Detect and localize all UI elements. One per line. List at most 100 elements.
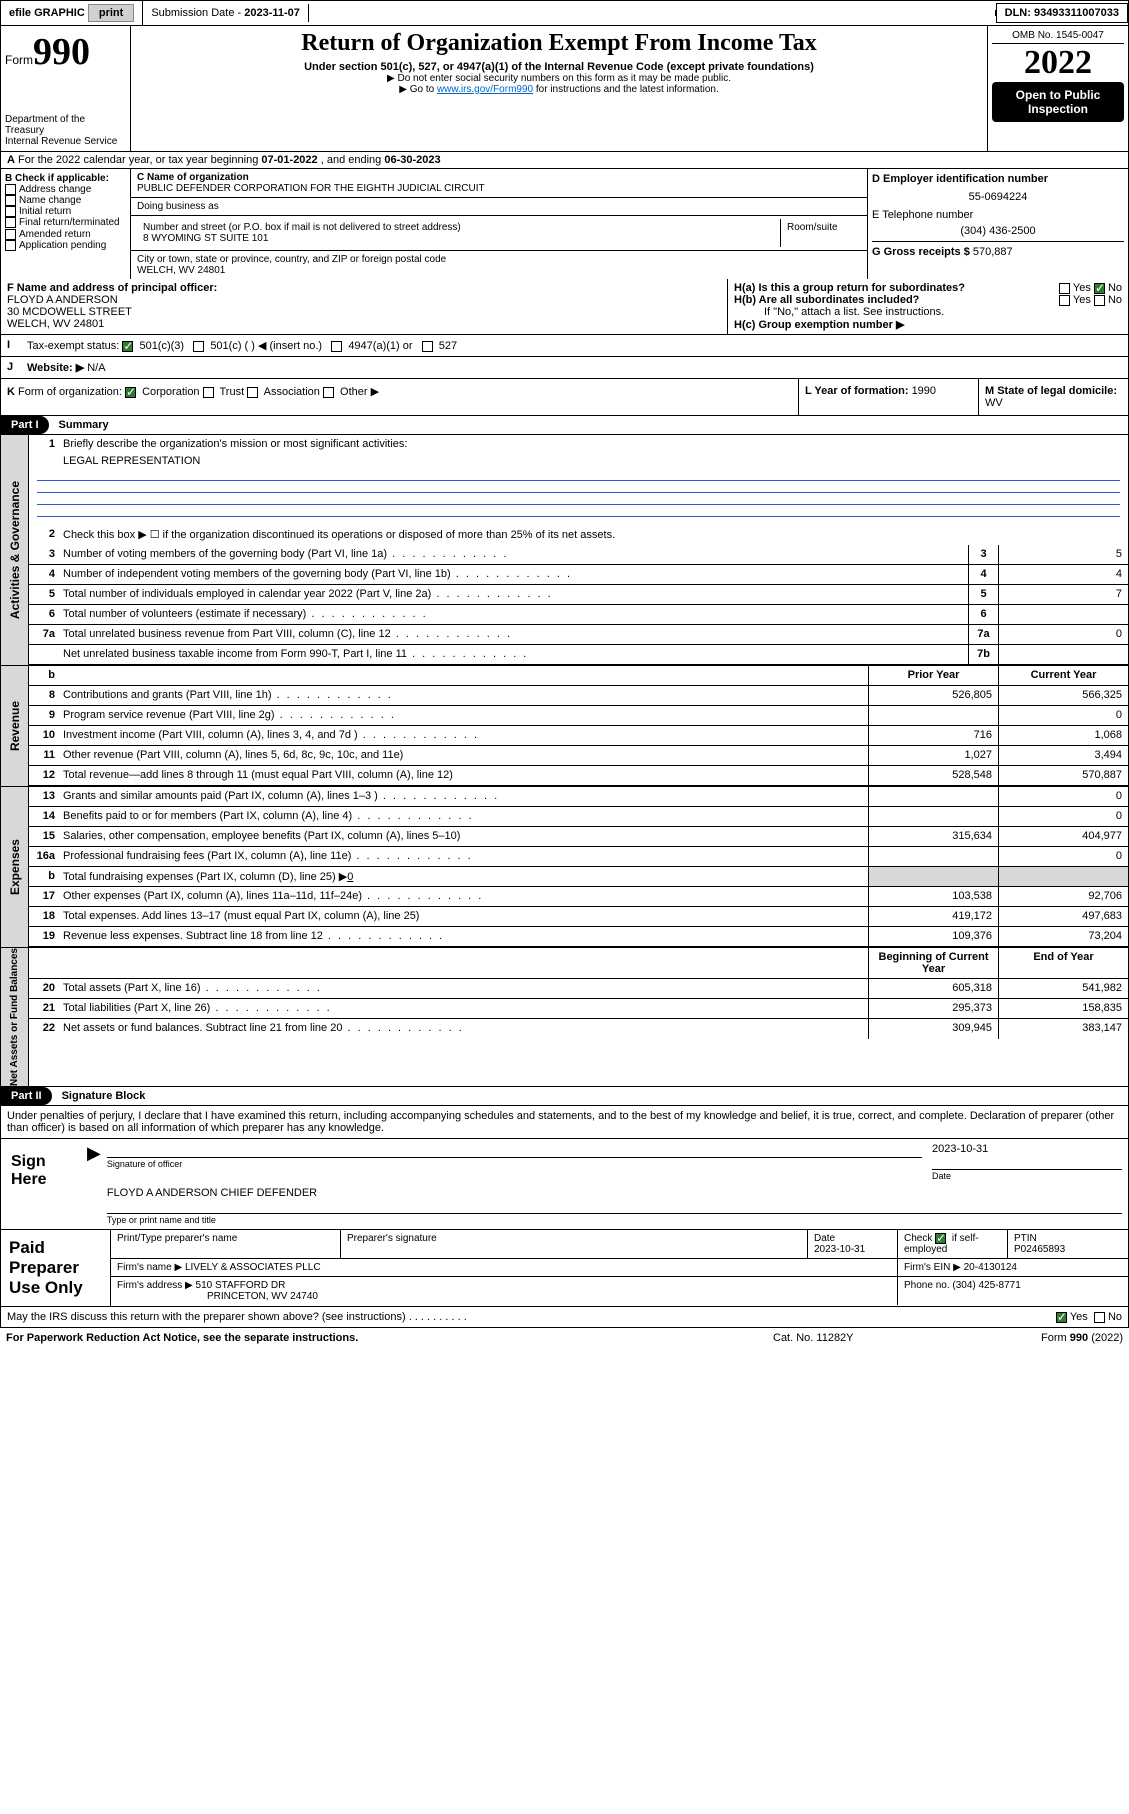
sign-here-label: Sign Here bbox=[7, 1143, 87, 1225]
subtitle-1: Under section 501(c), 527, or 4947(a)(1)… bbox=[141, 61, 977, 73]
ha-no[interactable] bbox=[1094, 283, 1105, 294]
paid-preparer-label: Paid Preparer Use Only bbox=[1, 1230, 111, 1306]
website-value: N/A bbox=[87, 362, 105, 374]
checkbox-initial-return[interactable] bbox=[5, 206, 16, 217]
checkbox-address-change[interactable] bbox=[5, 184, 16, 195]
addr-label: Number and street (or P.O. box if mail i… bbox=[143, 222, 461, 233]
row-f: F Name and address of principal officer:… bbox=[0, 279, 1129, 335]
line1-label: Briefly describe the organization's miss… bbox=[59, 435, 1128, 455]
section-expenses: Expenses 13Grants and similar amounts pa… bbox=[0, 786, 1129, 947]
pra-notice: For Paperwork Reduction Act Notice, see … bbox=[6, 1332, 773, 1344]
row-j: J Website: ▶ N/A bbox=[0, 357, 1129, 379]
cb-trust[interactable] bbox=[203, 387, 214, 398]
line14-current: 0 bbox=[998, 807, 1128, 826]
form-word: Form bbox=[5, 53, 33, 67]
room-suite: Room/suite bbox=[781, 219, 861, 247]
line7b-value bbox=[998, 645, 1128, 664]
self-employed-check: Check if self-employed bbox=[904, 1233, 979, 1255]
irs-label: Internal Revenue Service bbox=[5, 136, 126, 147]
discuss-row: May the IRS discuss this return with the… bbox=[0, 1307, 1129, 1328]
line10-prior: 716 bbox=[868, 726, 998, 745]
line10-label: Investment income (Part VIII, column (A)… bbox=[59, 726, 868, 745]
vtab-activities: Activities & Governance bbox=[8, 481, 22, 619]
prep-date: 2023-10-31 bbox=[814, 1244, 865, 1255]
line9-current: 0 bbox=[998, 706, 1128, 725]
line4-label: Number of independent voting members of … bbox=[59, 565, 968, 584]
cb-self-employed[interactable] bbox=[935, 1233, 946, 1244]
form-header: Form990 Department of the Treasury Inter… bbox=[0, 26, 1129, 152]
line18-prior: 419,172 bbox=[868, 907, 998, 926]
preparer-name-label: Print/Type preparer's name bbox=[111, 1230, 341, 1258]
cb-501c[interactable] bbox=[193, 341, 204, 352]
line5-value: 7 bbox=[998, 585, 1128, 604]
mission-text: LEGAL REPRESENTATION bbox=[29, 455, 1128, 469]
officer-name: FLOYD A ANDERSON bbox=[7, 294, 721, 306]
dept-label: Department of the Treasury bbox=[5, 114, 126, 136]
hc-label: H(c) Group exemption number ▶ bbox=[734, 318, 1122, 331]
dba-label: Doing business as bbox=[131, 198, 867, 216]
part2-header: Part II Signature Block bbox=[0, 1087, 1129, 1106]
line15-current: 404,977 bbox=[998, 827, 1128, 846]
tax-year: 2022 bbox=[992, 44, 1124, 82]
firm-addr-label: Firm's address ▶ bbox=[117, 1280, 196, 1291]
checkbox-final-return[interactable] bbox=[5, 217, 16, 228]
firm-ein: 20-4130124 bbox=[964, 1262, 1017, 1273]
date-label: Date bbox=[932, 1169, 1122, 1181]
line16a-current: 0 bbox=[998, 847, 1128, 866]
col-c: C Name of organizationPUBLIC DEFENDER CO… bbox=[131, 169, 868, 279]
cb-4947[interactable] bbox=[331, 341, 342, 352]
line19-prior: 109,376 bbox=[868, 927, 998, 946]
discuss-no[interactable] bbox=[1094, 1312, 1105, 1323]
line6-value bbox=[998, 605, 1128, 624]
line16b-value: 0 bbox=[347, 871, 353, 883]
hb-yes[interactable] bbox=[1059, 295, 1070, 306]
discuss-label: May the IRS discuss this return with the… bbox=[7, 1311, 406, 1323]
footer: For Paperwork Reduction Act Notice, see … bbox=[0, 1328, 1129, 1348]
line12-current: 570,887 bbox=[998, 766, 1128, 785]
line12-label: Total revenue—add lines 8 through 11 (mu… bbox=[59, 766, 868, 785]
line21-current: 158,835 bbox=[998, 999, 1128, 1018]
line3-value: 5 bbox=[998, 545, 1128, 564]
subtitle-2: Do not enter social security numbers on … bbox=[141, 73, 977, 84]
hb-no[interactable] bbox=[1094, 295, 1105, 306]
irs-link[interactable]: www.irs.gov/Form990 bbox=[437, 84, 533, 95]
section-revenue: Revenue bPrior YearCurrent Year 8Contrib… bbox=[0, 665, 1129, 786]
line20-prior: 605,318 bbox=[868, 979, 998, 998]
line7b-label: Net unrelated business taxable income fr… bbox=[59, 645, 968, 664]
checkbox-name-change[interactable] bbox=[5, 195, 16, 206]
col-b: B Check if applicable: Address change Na… bbox=[1, 169, 131, 279]
hb-note: If "No," attach a list. See instructions… bbox=[734, 306, 1122, 318]
ha-yes[interactable] bbox=[1059, 283, 1070, 294]
line18-label: Total expenses. Add lines 13–17 (must eq… bbox=[59, 907, 868, 926]
sign-arrow-icon: ▶ bbox=[87, 1143, 107, 1225]
cb-corp[interactable] bbox=[125, 387, 136, 398]
discuss-yes[interactable] bbox=[1056, 1312, 1067, 1323]
row-i: I Tax-exempt status: 501(c)(3) 501(c) ( … bbox=[0, 335, 1129, 357]
line16b-label: Total fundraising expenses (Part IX, col… bbox=[63, 871, 347, 883]
col-d: D Employer identification number 55-0694… bbox=[868, 169, 1128, 279]
cb-527[interactable] bbox=[422, 341, 433, 352]
officer-label: F Name and address of principal officer: bbox=[7, 282, 721, 294]
line8-current: 566,325 bbox=[998, 686, 1128, 705]
tel-value: (304) 436-2500 bbox=[872, 221, 1124, 241]
checkbox-app-pending[interactable] bbox=[5, 240, 16, 251]
line10-current: 1,068 bbox=[998, 726, 1128, 745]
cb-assoc[interactable] bbox=[247, 387, 258, 398]
print-button[interactable]: print bbox=[88, 4, 134, 22]
line5-label: Total number of individuals employed in … bbox=[59, 585, 968, 604]
declaration-text: Under penalties of perjury, I declare th… bbox=[0, 1106, 1129, 1139]
cb-501c3[interactable] bbox=[122, 341, 133, 352]
firm-name-label: Firm's name ▶ bbox=[117, 1262, 185, 1273]
city-label: City or town, state or province, country… bbox=[137, 254, 446, 265]
form-title: Return of Organization Exempt From Incom… bbox=[141, 30, 977, 57]
checkbox-amended[interactable] bbox=[5, 229, 16, 240]
subtitle-3: Go to www.irs.gov/Form990 for instructio… bbox=[141, 84, 977, 95]
prep-date-label: Date bbox=[814, 1233, 835, 1244]
cat-no: Cat. No. 11282Y bbox=[773, 1332, 973, 1344]
line9-prior bbox=[868, 706, 998, 725]
line17-current: 92,706 bbox=[998, 887, 1128, 906]
cb-other[interactable] bbox=[323, 387, 334, 398]
vtab-revenue: Revenue bbox=[8, 701, 22, 751]
ein-value: 55-0694224 bbox=[872, 185, 1124, 209]
line15-prior: 315,634 bbox=[868, 827, 998, 846]
